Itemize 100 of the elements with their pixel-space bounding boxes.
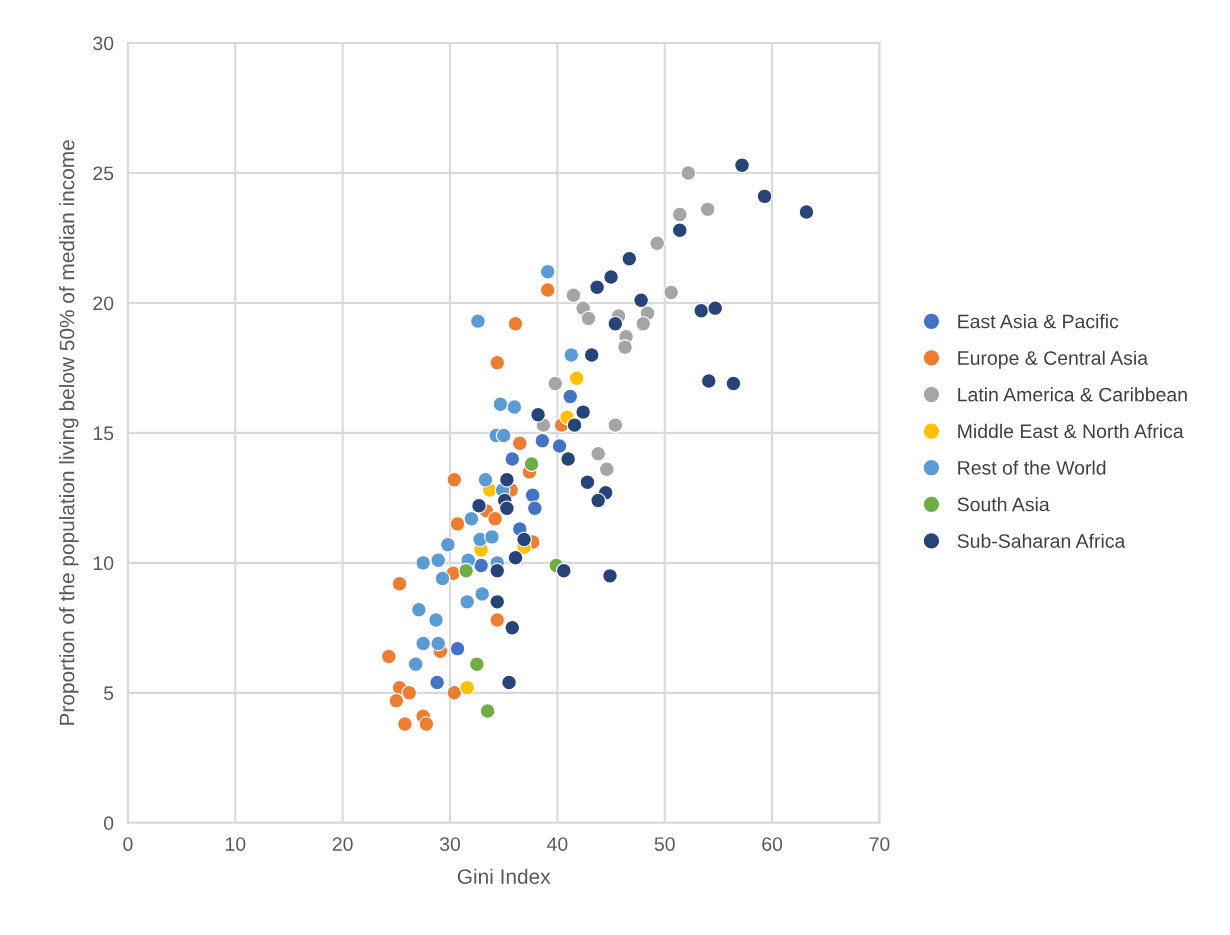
legend-label: Rest of the World [958, 460, 1106, 475]
point [523, 456, 540, 472]
point [707, 300, 724, 316]
point [602, 568, 618, 584]
point [484, 529, 500, 545]
point [590, 492, 607, 509]
y-axis-title: Proportion of the population living below 50% of median income [59, 140, 79, 725]
point [649, 235, 666, 251]
point [575, 404, 591, 420]
legend-label: Sub-Saharan Africa [957, 533, 1126, 548]
x-tick-label: 40 [547, 837, 568, 851]
point [499, 471, 515, 488]
point [430, 552, 447, 569]
x-tick-label: 60 [762, 837, 783, 851]
point [499, 500, 515, 517]
point [459, 679, 476, 696]
point [671, 222, 688, 238]
point [474, 586, 491, 602]
point [798, 204, 815, 220]
point [489, 354, 506, 371]
point [621, 250, 638, 267]
y-tick-label: 15 [93, 426, 114, 441]
point [388, 692, 405, 709]
point [459, 594, 476, 610]
point [633, 292, 649, 309]
point [507, 315, 524, 332]
y-tick-label: 30 [93, 36, 114, 51]
point [580, 310, 597, 327]
point [507, 549, 524, 566]
y-tick-label: 0 [103, 816, 114, 831]
point [589, 279, 605, 296]
point [489, 562, 506, 579]
point [680, 165, 697, 181]
x-axis-title: Gini Index [457, 868, 551, 885]
point [590, 445, 607, 462]
legend-label: South Asia [957, 497, 1050, 512]
point [551, 438, 568, 454]
point [428, 612, 444, 628]
point [534, 432, 551, 449]
point [555, 562, 572, 579]
point [526, 500, 543, 517]
x-tick-label: 70 [869, 837, 890, 851]
point [479, 703, 496, 719]
point [516, 531, 532, 548]
point [487, 510, 503, 527]
point [429, 674, 445, 691]
point [663, 284, 680, 301]
legend-label: Latin America & Caribbean [958, 387, 1187, 402]
point [539, 263, 556, 280]
point [568, 370, 585, 387]
point [469, 656, 485, 673]
point [489, 612, 506, 628]
point [458, 562, 474, 579]
point [700, 373, 717, 389]
point [430, 635, 447, 652]
x-tick-label: 10 [225, 837, 246, 851]
point [415, 635, 432, 652]
point [607, 315, 624, 332]
point [489, 594, 506, 610]
point [397, 716, 413, 732]
point [506, 399, 523, 415]
point [440, 536, 456, 553]
point [415, 555, 432, 571]
point [391, 575, 408, 592]
point [539, 282, 556, 298]
point [492, 396, 509, 413]
point [565, 287, 582, 303]
point [563, 347, 580, 363]
point [463, 510, 480, 527]
point [671, 206, 688, 223]
point [471, 497, 487, 514]
point [560, 451, 576, 467]
point [598, 461, 615, 478]
point [756, 188, 773, 205]
point [511, 435, 528, 452]
x-tick-label: 30 [439, 837, 461, 851]
point [380, 648, 397, 665]
point [734, 157, 750, 174]
y-tick-label: 10 [93, 556, 114, 571]
y-tick-label: 25 [93, 166, 114, 181]
point [504, 451, 521, 467]
legend-label: East Asia & Pacific [958, 314, 1119, 329]
point [470, 313, 486, 329]
point [449, 640, 466, 657]
legend-label: Middle East & North Africa [958, 423, 1184, 439]
point [579, 474, 596, 491]
point [501, 674, 517, 691]
y-tick-label: 20 [93, 296, 114, 311]
point [524, 487, 541, 504]
point [635, 315, 652, 332]
point [418, 716, 435, 732]
point [449, 516, 466, 532]
x-tick-label: 50 [654, 837, 675, 851]
point [583, 347, 600, 363]
point [530, 406, 546, 423]
point [411, 601, 427, 618]
point [617, 339, 633, 355]
point [504, 620, 521, 636]
point [566, 417, 583, 433]
point [547, 375, 564, 392]
